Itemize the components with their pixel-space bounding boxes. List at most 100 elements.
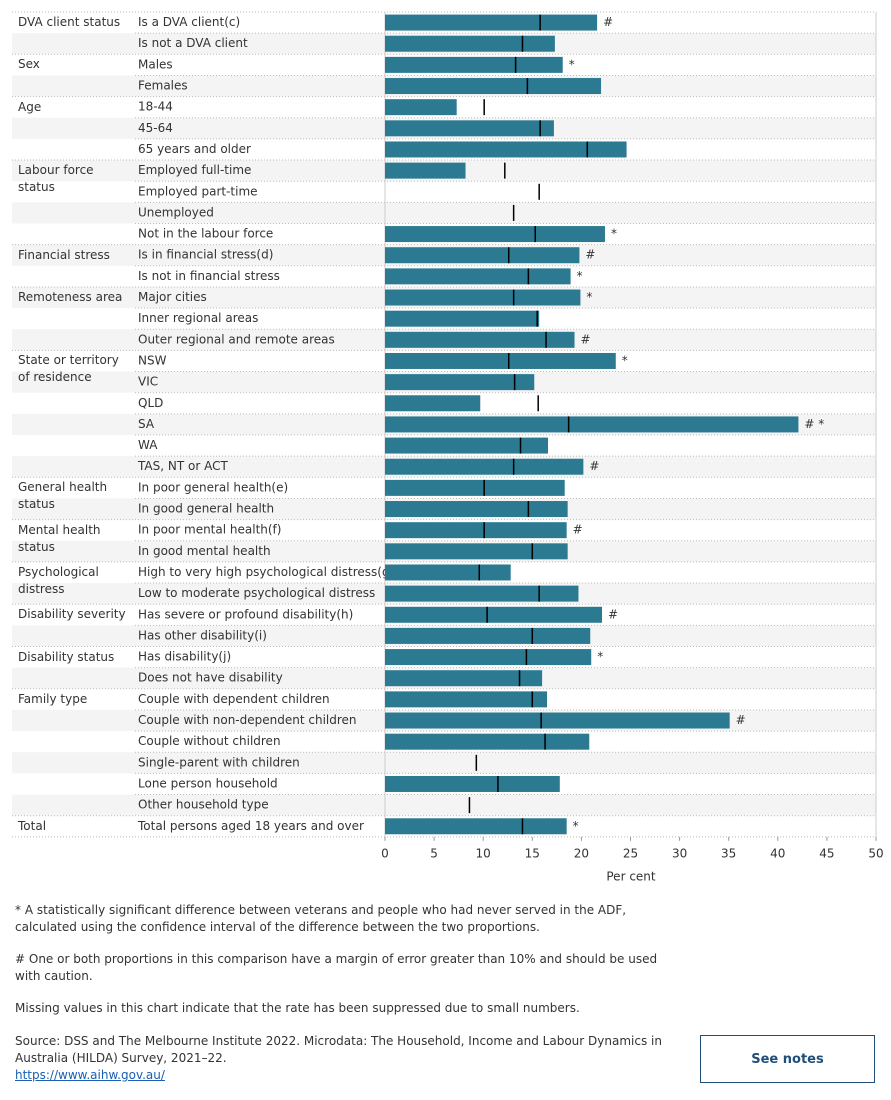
- category-label: Low to moderate psychological distress: [138, 586, 375, 600]
- bar: [385, 437, 549, 454]
- bar: [385, 395, 481, 412]
- bar: [385, 331, 575, 348]
- source-link[interactable]: https://www.aihw.gov.au/: [15, 1068, 165, 1082]
- bar: [385, 522, 567, 539]
- group-label: DVA client status: [18, 15, 121, 29]
- category-label: 65 years and older: [138, 142, 251, 156]
- annotation: *: [577, 269, 583, 283]
- category-label: Is not a DVA client: [138, 36, 248, 50]
- category-label: 18-44: [138, 100, 173, 114]
- bar: [385, 162, 466, 179]
- x-tick-label: 20: [574, 846, 589, 860]
- category-label: TAS, NT or ACT: [137, 459, 228, 473]
- category-label: In poor general health(e): [138, 480, 288, 494]
- category-label: QLD: [138, 396, 163, 410]
- bar: [385, 712, 730, 729]
- category-label: Unemployed: [138, 205, 214, 219]
- group-label: General health status: [18, 480, 108, 512]
- group-label: Disability status: [18, 649, 115, 664]
- annotation: #: [589, 459, 599, 473]
- group-label: Mental health status: [18, 522, 101, 554]
- group-label: Psychological distress: [18, 564, 99, 596]
- category-label: Inner regional areas: [138, 311, 258, 325]
- bar: [385, 627, 591, 644]
- bar: [385, 226, 605, 243]
- category-label: Employed part-time: [138, 184, 258, 198]
- group-label: Financial stress: [18, 247, 110, 262]
- bar: [385, 564, 511, 581]
- bar: [385, 458, 584, 475]
- bar: [385, 289, 581, 306]
- bar: [385, 691, 548, 708]
- group-label: Age: [18, 99, 42, 114]
- annotation: *: [611, 227, 617, 241]
- bar: [385, 374, 535, 391]
- bar: [385, 35, 555, 52]
- category-label: Has other disability(i): [138, 628, 267, 642]
- annotation: # *: [804, 417, 824, 431]
- annotation: *: [622, 353, 628, 367]
- bar: [385, 310, 540, 327]
- bar: [385, 585, 579, 602]
- category-label: In good general health: [138, 502, 274, 516]
- category-label: Is a DVA client(c): [138, 15, 240, 29]
- source: Source: DSS and The Melbourne Institute …: [15, 1034, 662, 1065]
- category-label: WA: [138, 438, 158, 452]
- bar: [385, 649, 592, 666]
- x-axis-label: Per cent: [606, 870, 656, 884]
- bar: [385, 733, 590, 750]
- row-background: [12, 752, 876, 774]
- group-label: State or territory of residence: [18, 353, 119, 385]
- bar: [385, 247, 580, 264]
- category-label: Females: [138, 79, 188, 93]
- annotation: *: [586, 290, 592, 304]
- category-label: Is not in financial stress: [138, 269, 280, 283]
- category-label: Couple without children: [138, 734, 281, 748]
- bar: [385, 479, 565, 496]
- category-label: Has severe or profound disability(h): [138, 607, 353, 621]
- annotation: #: [736, 713, 746, 727]
- bar: [385, 775, 560, 792]
- group-label: Labour force status: [18, 163, 94, 195]
- bar: [385, 670, 543, 687]
- annotation: #: [603, 15, 613, 29]
- row-background: [12, 794, 876, 816]
- category-label: Couple with dependent children: [138, 692, 330, 706]
- chart: Per cent 0 5 10 15 20 25 30 35 40 45 50 Is a DVA cl…: [12, 11, 884, 884]
- x-tick-label: 40: [770, 846, 785, 860]
- bar: [385, 268, 571, 285]
- category-label: 45-64: [138, 121, 173, 135]
- group-label: Remoteness area: [18, 289, 123, 304]
- footnote: * A statistically significant difference…: [15, 903, 627, 934]
- see-notes-button[interactable]: See notes: [700, 1035, 875, 1083]
- bar: [385, 416, 799, 433]
- category-label: Single-parent with children: [138, 755, 300, 769]
- bar: [385, 606, 603, 623]
- category-label: Is in financial stress(d): [138, 248, 273, 262]
- bar: [385, 818, 567, 835]
- x-tick-label: 15: [525, 846, 540, 860]
- bar: [385, 141, 627, 158]
- category-label: Not in the labour force: [138, 227, 273, 241]
- bar: [385, 14, 598, 31]
- category-label: Couple with non-dependent children: [138, 713, 357, 727]
- annotation: #: [581, 332, 591, 346]
- category-label: In good mental health: [138, 544, 271, 558]
- source-link-row: https://www.aihw.gov.au/: [15, 1067, 685, 1084]
- bar: [385, 543, 568, 560]
- category-label: Lone person household: [138, 776, 278, 790]
- bar: [385, 99, 457, 116]
- annotation: #: [608, 607, 618, 621]
- category-label: VIC: [138, 375, 158, 389]
- category-label: Major cities: [138, 290, 207, 304]
- category-label: Males: [138, 57, 173, 71]
- annotation: *: [597, 650, 603, 664]
- category-label: NSW: [138, 353, 167, 367]
- annotation: #: [585, 248, 595, 262]
- category-label: Has disability(j): [138, 650, 231, 664]
- category-label: SA: [138, 417, 155, 431]
- bar: [385, 352, 616, 369]
- category-label: Other household type: [138, 798, 269, 812]
- footnote: Missing values in this chart indicate th…: [15, 1001, 580, 1015]
